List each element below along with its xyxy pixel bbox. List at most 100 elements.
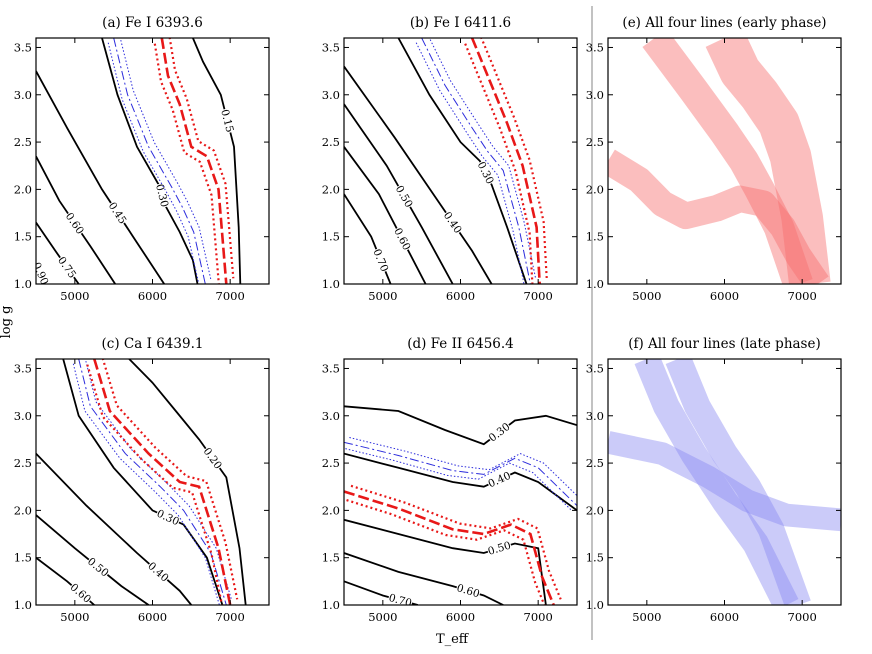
y-tick-label: 2.5 [586, 456, 604, 470]
blue-dotted-bound [72, 363, 220, 605]
x-tick-label: 7000 [216, 610, 245, 624]
contour-line-0.30 [62, 359, 224, 605]
axes-frame-b [343, 37, 578, 285]
y-tick-label: 3.5 [14, 40, 32, 54]
y-tick-label: 2.5 [322, 456, 340, 470]
contour-label: 0.70 [370, 247, 390, 273]
red-dotted-bound [344, 498, 546, 605]
y-tick-label: 1.5 [322, 551, 340, 565]
plot-area-c: 0.600.50 0.400.300.20 [36, 359, 247, 605]
panel-title-e: (e) All four lines (early phase) [622, 15, 826, 31]
panel-f: (f) All four lines (late phase) 5000 6000 7… [586, 336, 842, 624]
y-tick-label: 2.5 [14, 456, 32, 470]
y-tick-label: 1.0 [322, 598, 340, 612]
red-dashed-contour [160, 38, 228, 284]
plot-area-a: 0.90 0.75 0.60 0.45 0.30 0.15 [36, 38, 242, 284]
blue-dashdot-contour [113, 38, 206, 284]
contour-label-bg [391, 225, 414, 253]
constraint-band-2 [634, 359, 799, 605]
panel-title-d: (d) Fe II 6456.4 [407, 336, 514, 352]
contour-line-0.30 [101, 38, 199, 284]
contour-label-bg [393, 183, 416, 210]
contour-label-bg [200, 445, 225, 472]
y-tick-label: 2.0 [586, 182, 604, 196]
panel-title-f: (f) All four lines (late phase) [628, 336, 821, 352]
panel-title-b: (b) Fe I 6411.6 [410, 15, 511, 31]
blue-dotted-bound [349, 437, 577, 497]
x-tick-label: 6000 [446, 610, 475, 624]
y-tick-label: 3.0 [322, 88, 340, 102]
contour-label-bg [486, 420, 513, 445]
contour-label-bg [105, 199, 130, 227]
blue-dotted-bound [428, 38, 537, 280]
blue-dashdot-contour [344, 441, 577, 507]
blue-dotted-bound [119, 38, 212, 280]
contour-label: 0.60 [455, 582, 481, 600]
constraint-band-3 [665, 359, 811, 605]
panel-e: (e) All four lines (early phase) 5000 6000… [586, 15, 842, 303]
panel-a: 0.90 0.75 0.60 0.45 0.30 0.15 (a) Fe I 6393.6 5… [14, 15, 270, 303]
contour-label: 0.15 [218, 108, 235, 134]
contour-label-bg [145, 559, 172, 585]
y-tick-label: 2.0 [322, 503, 340, 517]
y-tick-label: 1.5 [586, 551, 604, 565]
contour-label-bg [486, 538, 513, 558]
contour-line-0.45 [36, 70, 165, 284]
contour-label: 0.60 [63, 211, 86, 237]
contour-label-bg [218, 107, 237, 134]
blue-dashdot-contour [78, 359, 227, 605]
x-tick-label: 7000 [524, 289, 553, 303]
contour-label-bg [154, 507, 182, 528]
contour-label-bg [485, 469, 513, 491]
contour-line-0.50 [344, 518, 547, 605]
y-tick-label: 1.5 [586, 230, 604, 244]
blue-dashdot-contour [421, 38, 531, 284]
y-tick-label: 2.5 [322, 135, 340, 149]
contour-label: 0.40 [441, 210, 464, 236]
x-tick-label: 5000 [632, 289, 661, 303]
x-tick-label: 6000 [138, 289, 167, 303]
y-tick-label: 2.5 [14, 135, 32, 149]
x-tick-label: 7000 [524, 610, 553, 624]
blue-dotted-bound [107, 42, 200, 284]
red-dotted-bound [464, 43, 534, 284]
panel-title-c: (c) Ca I 6439.1 [102, 336, 204, 352]
contour-line-0.60 [344, 552, 504, 605]
contour-line-0.40 [344, 452, 577, 512]
y-tick-label: 2.0 [14, 182, 32, 196]
red-dashed-contour [344, 490, 555, 605]
y-tick-label: 3.0 [586, 409, 604, 423]
contour-label: 0.40 [145, 560, 170, 584]
red-dotted-bound [153, 43, 220, 284]
y-tick-label: 3.5 [14, 361, 32, 375]
x-tick-label: 6000 [710, 289, 739, 303]
y-tick-label: 1.0 [586, 598, 604, 612]
y-tick-label: 1.0 [14, 277, 32, 291]
x-tick-label: 5000 [368, 610, 397, 624]
contour-line-0.30 [344, 405, 577, 446]
red-dashed-contour [470, 38, 541, 284]
red-dashed-contour [93, 359, 232, 605]
y-tick-label: 3.5 [322, 40, 340, 54]
contour-label-bg [36, 260, 52, 284]
contour-label-bg [153, 182, 171, 209]
contour-label: 0.50 [85, 556, 111, 580]
x-tick-label: 5000 [60, 289, 89, 303]
y-tick-label: 3.0 [14, 88, 32, 102]
red-dotted-bound [480, 38, 548, 279]
y-tick-label: 1.0 [14, 598, 32, 612]
x-axis-label: T_eff [436, 632, 470, 647]
red-dotted-bound [168, 38, 235, 279]
y-axis-label: log g [0, 306, 14, 339]
contour-label-bg [85, 554, 112, 580]
contour-line-0.40 [36, 452, 192, 605]
y-tick-label: 1.5 [14, 551, 32, 565]
x-tick-label: 7000 [216, 289, 245, 303]
y-tick-label: 2.0 [322, 182, 340, 196]
x-tick-label: 6000 [446, 289, 475, 303]
y-tick-label: 2.5 [586, 135, 604, 149]
contour-label: 0.70 [387, 592, 413, 610]
